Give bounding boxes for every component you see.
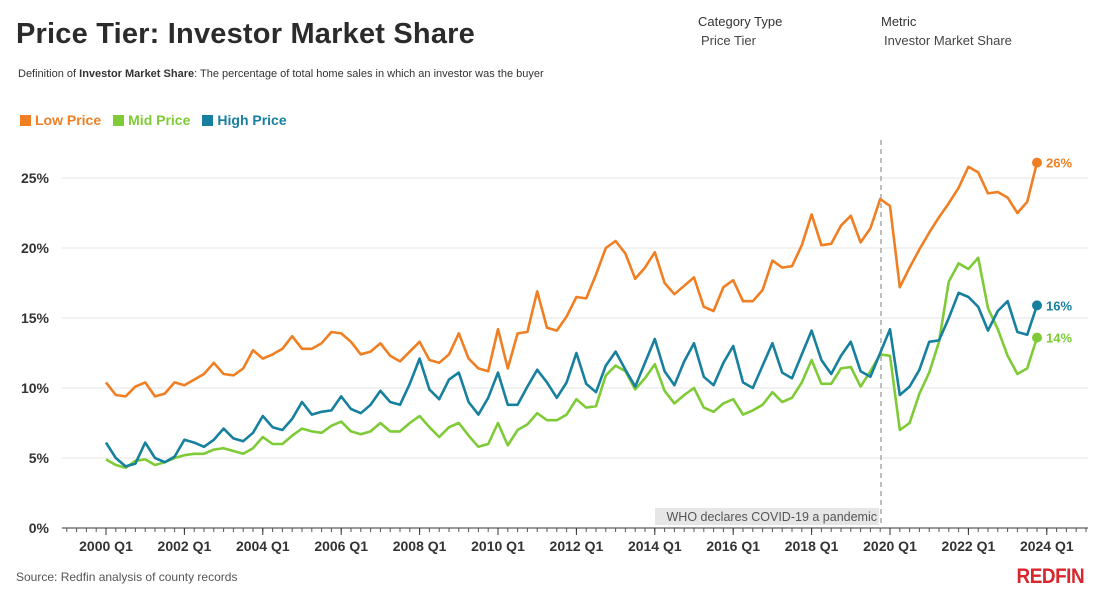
series-end-point-low [1032,157,1042,168]
legend-item-low-price[interactable]: Low Price [20,112,101,128]
chart-legend: Low Price Mid Price High Price [20,112,287,128]
redfin-logo: REDFIN [1016,565,1084,588]
y-tick-label: 5% [29,450,50,466]
category-type-value[interactable]: Price Tier [701,33,756,48]
definition-term: Investor Market Share [79,68,195,80]
series-end-label-low: 26% [1046,156,1072,171]
x-tick-label: 2012 Q1 [550,538,604,554]
y-tick-label: 20% [21,240,50,256]
legend-item-high-price[interactable]: High Price [202,112,287,128]
source-note: Source: Redfin analysis of county record… [16,570,238,584]
x-tick-label: 2010 Q1 [471,538,525,554]
series-line-mid [105,256,1039,470]
y-tick-label: 25% [21,170,50,186]
legend-swatch-high [202,114,214,126]
series-end-label-mid: 14% [1046,331,1072,346]
series-end-point-mid [1032,332,1042,343]
x-tick-label: 2000 Q1 [79,538,133,554]
x-tick-label: 2004 Q1 [236,538,290,554]
metric-filter[interactable]: Metric Investor Market Share [881,14,1012,48]
legend-item-mid-price[interactable]: Mid Price [113,112,190,128]
x-tick-label: 2008 Q1 [393,538,447,554]
category-type-filter[interactable]: Category Type Price Tier [698,14,782,48]
legend-label-low: Low Price [35,112,102,128]
legend-label-high: High Price [217,112,287,128]
series-line-low [104,162,1039,398]
series-end-label-high: 16% [1046,298,1072,313]
y-tick-label: 15% [21,310,50,326]
metric-definition: Definition of Investor Market Share: The… [18,68,544,80]
x-tick-label: 2022 Q1 [942,538,996,554]
x-tick-label: 2014 Q1 [628,538,682,554]
pandemic-annotation-label: WHO declares COVID-19 a pandemic [667,510,878,524]
line-chart: 0% 5% 10% 15% 20% 25% 2000 Q1 2002 Q1 2004 Q1 200… [21,140,1088,554]
metric-value[interactable]: Investor Market Share [884,33,1012,48]
x-tick-label: 2024 Q1 [1020,538,1074,554]
definition-text: : The percentage of total home sales in … [194,68,544,80]
pandemic-annotation-box [655,508,879,525]
x-tick-label: 2006 Q1 [314,538,368,554]
x-tick-label: 2002 Q1 [158,538,212,554]
legend-label-mid: Mid Price [128,112,191,128]
x-tick-label: 2018 Q1 [785,538,839,554]
x-tick-label: 2016 Q1 [706,538,760,554]
x-tick-label: 2020 Q1 [863,538,917,554]
category-type-label: Category Type [698,14,783,29]
series-line-high [104,291,1039,468]
legend-swatch-low [20,114,31,126]
page-title: Price Tier: Investor Market Share [16,18,475,50]
definition-prefix: Definition of [18,68,80,80]
metric-label: Metric [881,14,917,29]
legend-swatch-mid [113,114,125,126]
y-tick-label: 10% [21,380,50,396]
series-end-point-high [1032,300,1042,311]
y-tick-label: 0% [29,520,50,536]
